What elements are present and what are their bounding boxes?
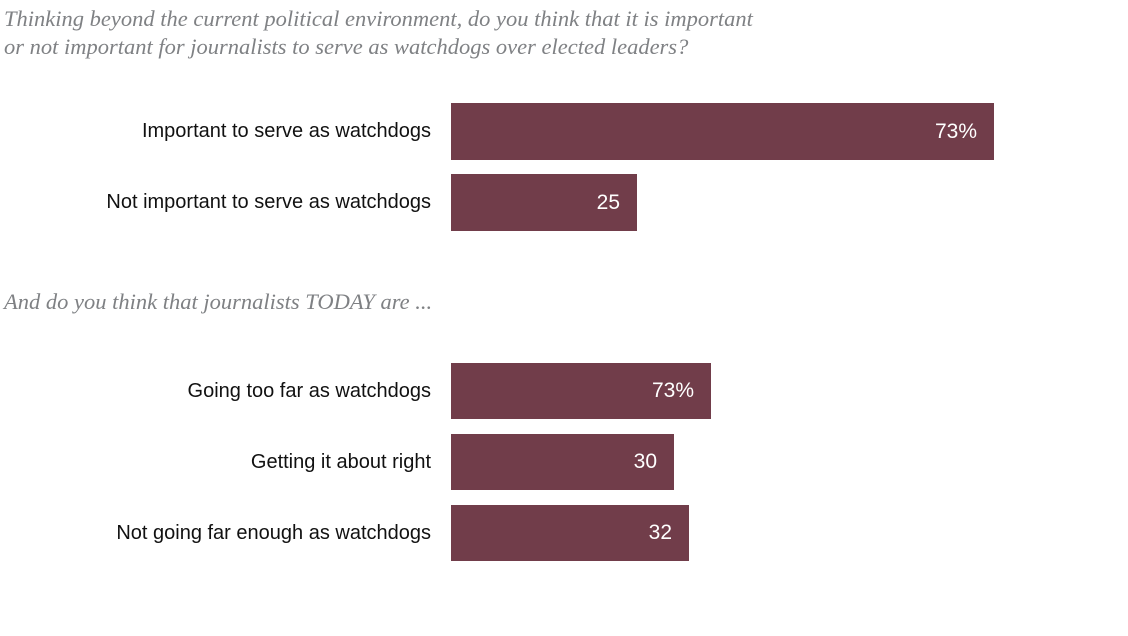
bar: 32 bbox=[451, 505, 689, 561]
bar-row: Going too far as watchdogs 73% bbox=[0, 363, 711, 419]
bar: 73% bbox=[451, 363, 711, 419]
value-label: 30 bbox=[633, 450, 657, 473]
value-label: 73% bbox=[651, 379, 694, 402]
survey-question-1-line2: or not important for journalists to serv… bbox=[4, 34, 689, 59]
bar-row: Important to serve as watchdogs 73% bbox=[0, 103, 994, 160]
value-label: 25 bbox=[596, 190, 620, 214]
survey-question-1: Thinking beyond the current political en… bbox=[4, 5, 753, 61]
category-label: Not going far enough as watchdogs bbox=[116, 521, 431, 544]
value-label: 32 bbox=[648, 521, 672, 544]
bar-row: Not important to serve as watchdogs 25 bbox=[0, 174, 637, 231]
category-label: Getting it about right bbox=[250, 450, 431, 473]
category-label: Not important to serve as watchdogs bbox=[106, 191, 431, 213]
bar: 73% bbox=[451, 103, 994, 160]
category-label: Important to serve as watchdogs bbox=[141, 120, 431, 142]
bar-row: Getting it about right 30 bbox=[0, 434, 674, 490]
survey-question-1-line1: Thinking beyond the current political en… bbox=[4, 6, 753, 31]
bar: 25 bbox=[451, 174, 637, 231]
value-label: 73% bbox=[934, 119, 977, 143]
survey-question-2: And do you think that journalists TODAY … bbox=[4, 289, 433, 314]
category-label: Going too far as watchdogs bbox=[187, 379, 431, 402]
bar: 30 bbox=[451, 434, 674, 490]
bar-row: Not going far enough as watchdogs 32 bbox=[0, 505, 689, 561]
